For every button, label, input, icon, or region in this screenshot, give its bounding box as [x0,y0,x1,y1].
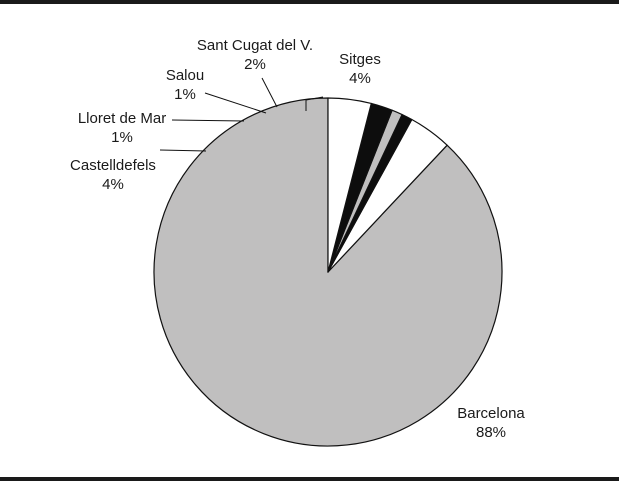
slice-percent-label: 4% [349,70,371,87]
slice-percent-label: 1% [174,86,196,103]
slice-label: Sitges [339,51,381,68]
slice-label: Barcelona [457,405,525,422]
leader-line [204,92,267,114]
slice-percent-label: 2% [244,56,266,73]
slice-percent-label: 88% [476,424,506,441]
leader-line [171,119,245,122]
slice-percent-label: 4% [102,176,124,193]
pie-slice-sitges [327,97,372,273]
slice-label: Castelldefels [70,157,156,174]
slice-percent-label: 1% [111,129,133,146]
slice-label: Sant Cugat del V. [197,37,313,54]
top-rule [0,0,619,4]
leader-line [261,77,278,108]
slice-label: Lloret de Mar [78,110,166,127]
slice-label: Salou [166,67,204,84]
leader-line [305,96,324,111]
leader-line [159,149,207,152]
bottom-rule [0,477,619,481]
